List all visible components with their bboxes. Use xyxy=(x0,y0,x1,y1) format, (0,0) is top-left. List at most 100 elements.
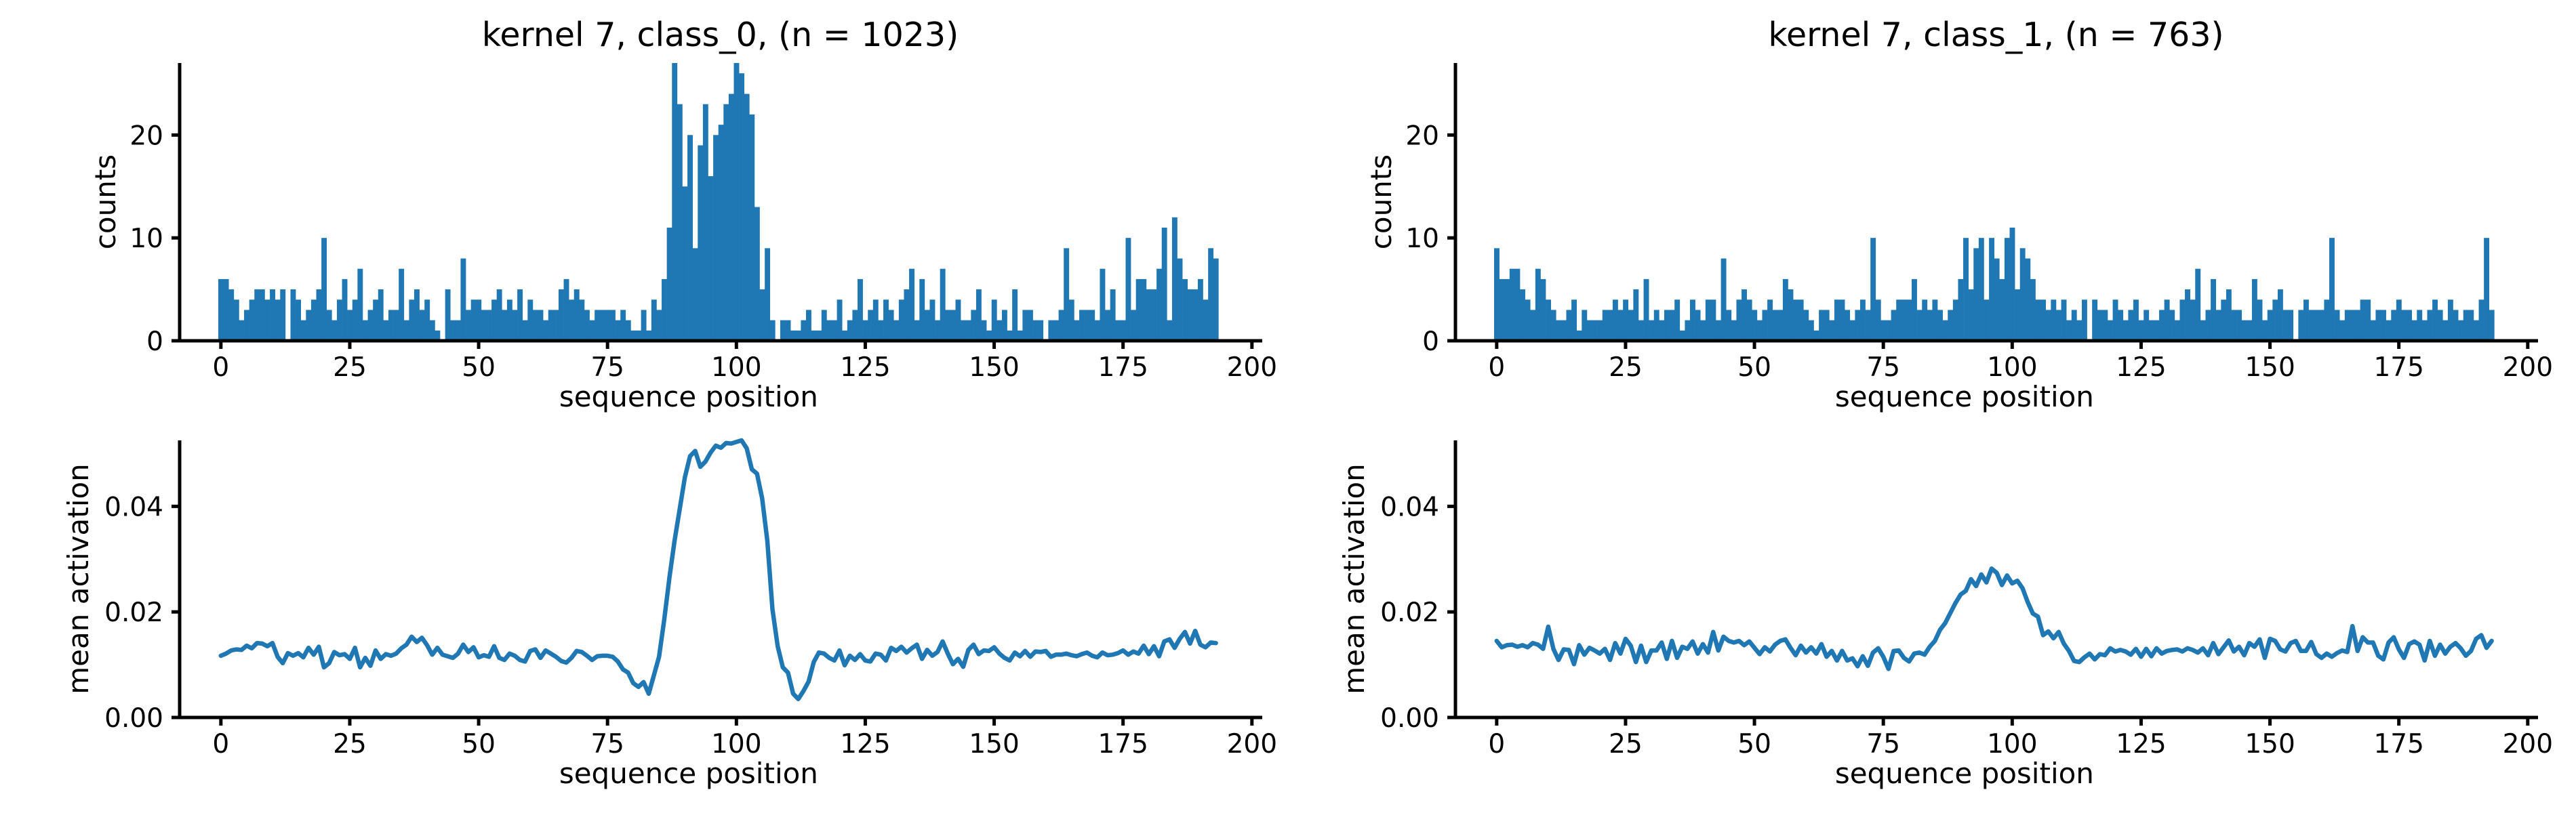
bar xyxy=(816,330,822,341)
bar xyxy=(2118,310,2124,341)
bar xyxy=(759,289,765,341)
bar xyxy=(1182,278,1188,341)
bar xyxy=(2015,289,2021,341)
bar xyxy=(460,258,466,341)
x-tick-label: 125 xyxy=(840,729,890,759)
bar xyxy=(1710,299,1716,341)
bar xyxy=(486,310,492,341)
bar xyxy=(1978,238,1984,341)
bar xyxy=(1653,310,1659,341)
bar xyxy=(862,320,868,341)
bar xyxy=(259,289,265,341)
y-axis-label: counts xyxy=(1365,154,1398,249)
bar xyxy=(1017,330,1023,341)
bar xyxy=(1628,310,1634,341)
bar xyxy=(914,320,920,341)
bar xyxy=(1865,310,1871,341)
bars-2 xyxy=(1494,227,2495,341)
y-tick-label: 0.04 xyxy=(104,492,163,522)
bar xyxy=(419,310,425,341)
bar xyxy=(919,278,925,341)
x-tick-label: 0 xyxy=(212,352,229,383)
bar xyxy=(1504,278,1510,341)
bar xyxy=(651,299,657,341)
bar xyxy=(662,278,667,341)
bar xyxy=(2097,310,2103,341)
bar xyxy=(1520,289,1525,341)
x-tick-label: 100 xyxy=(1987,352,2037,383)
x-tick-label: 125 xyxy=(2116,729,2166,759)
y-axis-label: mean activation xyxy=(62,463,95,694)
bar xyxy=(316,289,322,341)
bar xyxy=(264,299,270,341)
bar xyxy=(532,310,538,341)
bar xyxy=(909,268,914,341)
bar xyxy=(569,299,575,341)
bar xyxy=(2421,320,2428,341)
bar xyxy=(2211,278,2217,341)
bar xyxy=(414,289,420,341)
bar xyxy=(744,93,750,341)
x-tick-label: 25 xyxy=(333,352,367,383)
bar xyxy=(435,330,441,341)
bar xyxy=(1550,310,1556,341)
bar xyxy=(2324,299,2330,341)
bar xyxy=(239,320,245,341)
bar xyxy=(2401,310,2407,341)
bar xyxy=(1916,310,1923,341)
x-tick-label: 0 xyxy=(212,729,229,759)
bar xyxy=(223,278,229,341)
bar xyxy=(357,268,363,341)
bar xyxy=(1849,320,1855,341)
bar xyxy=(1100,268,1106,341)
bar xyxy=(672,63,678,341)
bar xyxy=(502,310,508,341)
bar xyxy=(1989,238,1994,341)
bar xyxy=(1999,278,2005,341)
bar xyxy=(2019,248,2026,341)
bar xyxy=(1808,320,1814,341)
bar xyxy=(1819,310,1825,341)
series-line xyxy=(1494,566,2494,671)
bar xyxy=(1546,299,1551,341)
bar xyxy=(1649,320,1655,341)
bar xyxy=(801,320,807,341)
bar xyxy=(1803,310,1809,341)
bar xyxy=(2339,320,2346,341)
bar xyxy=(1963,238,1969,341)
bar xyxy=(1105,310,1110,341)
y-tick-label: 0.00 xyxy=(104,703,163,734)
bar xyxy=(1834,299,1840,341)
bar xyxy=(940,268,946,341)
bar xyxy=(1197,278,1203,341)
bar xyxy=(975,289,982,341)
bar xyxy=(1968,289,1974,341)
bar xyxy=(1582,310,1588,341)
bar xyxy=(1187,289,1193,341)
bar xyxy=(1012,289,1018,341)
y-tick-label: 10 xyxy=(1405,224,1439,254)
bar xyxy=(1643,278,1649,341)
bar xyxy=(955,299,961,341)
bar xyxy=(605,310,611,341)
bar xyxy=(399,268,405,341)
bar xyxy=(1602,310,1608,341)
bar xyxy=(558,289,564,341)
bar xyxy=(1674,299,1681,341)
bar xyxy=(2030,278,2036,341)
bar xyxy=(1679,330,1685,341)
bar xyxy=(1607,310,1613,341)
bar xyxy=(811,330,817,341)
bar xyxy=(2458,320,2464,341)
bar xyxy=(636,330,641,341)
bar xyxy=(852,310,858,341)
bar xyxy=(1576,330,1582,341)
bar xyxy=(1793,299,1799,341)
bar xyxy=(2215,310,2221,341)
bar xyxy=(2133,299,2139,341)
bar xyxy=(1952,299,1958,341)
bar xyxy=(2314,310,2320,341)
bar xyxy=(991,299,997,341)
bar xyxy=(2081,299,2087,341)
bar xyxy=(2185,289,2190,341)
